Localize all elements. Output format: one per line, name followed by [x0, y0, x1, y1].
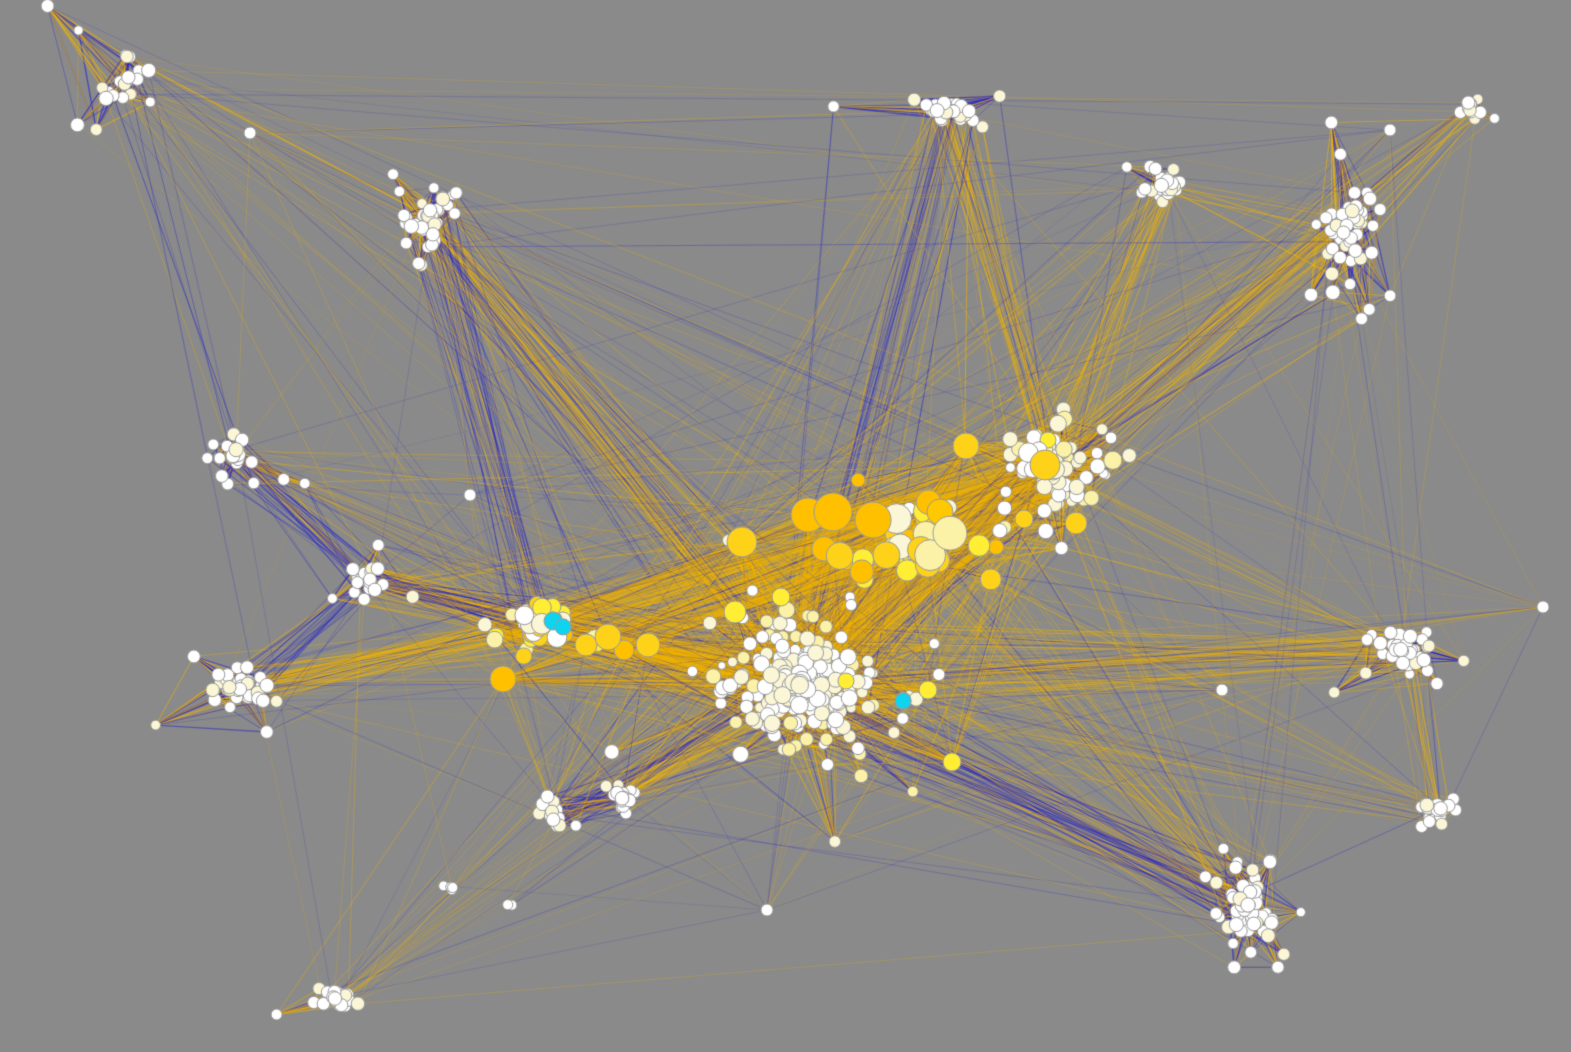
network-graph-canvas[interactable] [0, 0, 1571, 1052]
graph-viewport[interactable] [0, 0, 1571, 1052]
